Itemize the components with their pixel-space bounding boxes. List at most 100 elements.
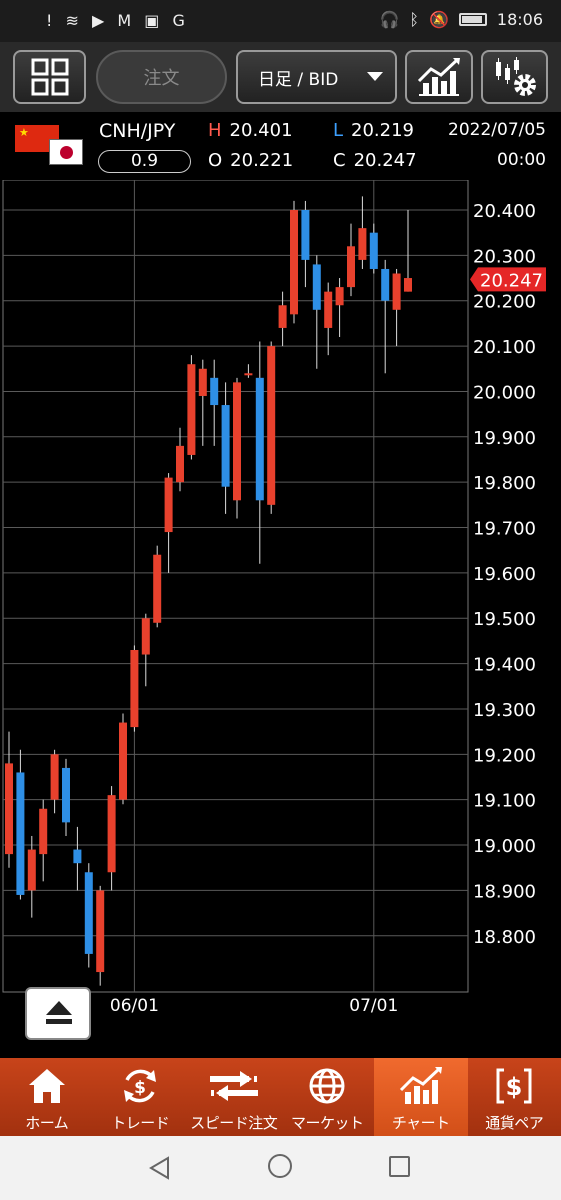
recent-apps-icon[interactable] [389, 1156, 410, 1177]
speed-order-icon [187, 1066, 281, 1106]
y-tick-label: 19.500 [473, 609, 536, 630]
mute-icon: 🔕 [428, 10, 449, 29]
eject-icon-bar [46, 1019, 72, 1024]
nav-item-label: スピード注文 [190, 1114, 278, 1132]
open-value: 20.221 [230, 150, 294, 171]
candlestick-chart[interactable]: 20.400 20.300 20.200 20.100 20.000 19.900 19.8… [0, 180, 561, 1058]
y-tick-label: 20.200 [473, 292, 536, 313]
y-tick-label: 19.600 [473, 564, 536, 585]
trend-chart-icon [417, 58, 460, 96]
candle-up [107, 795, 116, 873]
chevron-down-icon [367, 72, 383, 81]
y-tick-label: 20.300 [473, 246, 536, 267]
y-tick-label: 19.900 [473, 428, 536, 449]
globe-icon [281, 1066, 375, 1106]
candle-down [381, 268, 390, 301]
y-tick-label: 19.700 [473, 519, 536, 540]
high-key: H [208, 120, 222, 141]
y-tick-label: 20.100 [473, 337, 536, 358]
candle-down [369, 232, 378, 269]
nav-item-currency-pair[interactable]: $ 通貨ペア [468, 1058, 561, 1136]
high-value: 20.401 [229, 120, 293, 141]
eject-icon [46, 1001, 72, 1015]
x-tick-label: 07/01 [349, 996, 398, 1016]
nav-item-trade[interactable]: $ トレード [94, 1058, 188, 1136]
y-tick-label: 19.000 [473, 836, 536, 857]
nav-item-home[interactable]: ホーム [0, 1058, 94, 1136]
candle-up [347, 246, 355, 288]
back-icon[interactable] [148, 1156, 172, 1180]
low-price: L 20.219 [333, 120, 414, 141]
order-button[interactable]: 注文 [96, 50, 227, 104]
spread-badge: 0.9 [98, 150, 191, 173]
candle-up [39, 808, 48, 855]
candle-up [27, 849, 36, 891]
low-key: L [333, 120, 344, 141]
candle-down [16, 772, 25, 895]
current-price-tag [470, 267, 546, 292]
candle-down [210, 377, 219, 406]
nav-item-label: ホーム [25, 1114, 69, 1132]
y-tick-label: 19.300 [473, 700, 536, 721]
candle-up [267, 346, 276, 505]
nav-item-chart[interactable]: チャート [374, 1058, 468, 1136]
home-circle-icon[interactable] [268, 1154, 292, 1178]
candle-up [278, 305, 287, 328]
trade-icon: $ [94, 1066, 188, 1106]
chart-settings-button[interactable] [481, 50, 548, 104]
period-select[interactable]: 日足 / BID [236, 50, 397, 104]
price-info-header: CNH/JPY 0.9 H 20.401 O 20.221 L 20.219 C 20.… [0, 112, 561, 180]
indicator-button[interactable] [405, 50, 473, 104]
y-tick-label: 18.900 [473, 881, 536, 902]
chart-toolbar: 注文 日足 / BID [0, 42, 561, 112]
candle-up [5, 763, 13, 855]
candle-down [73, 849, 82, 864]
candle-up [290, 210, 298, 315]
status-time: 18:06 [496, 10, 543, 29]
candle-up [96, 890, 105, 973]
open-key: O [208, 150, 223, 171]
candle-gear-icon [495, 57, 536, 96]
candle-up [176, 445, 184, 483]
close-price: C 20.247 [333, 150, 417, 171]
y-tick-label: 18.800 [473, 927, 536, 948]
home-icon [0, 1066, 94, 1106]
close-value: 20.247 [353, 150, 417, 171]
battery-icon [458, 13, 487, 26]
grid-icon [31, 58, 68, 96]
system-navigation-bar [0, 1136, 561, 1200]
y-tick-label: 19.800 [473, 473, 536, 494]
current-price-label: 20.247 [480, 270, 543, 291]
nav-item-label: チャート [391, 1114, 450, 1132]
nav-item-label: マーケット [290, 1114, 364, 1132]
candle-up [244, 373, 253, 376]
candle-up [130, 649, 139, 728]
candle-up [119, 722, 127, 800]
candle-date: 2022/07/05 [448, 120, 546, 140]
candle-down [62, 767, 70, 823]
candle-up [392, 273, 401, 310]
nav-item-globe[interactable]: マーケット [281, 1058, 375, 1136]
x-tick-label: 06/01 [110, 996, 159, 1016]
candle-up [404, 278, 412, 292]
currency-pair-icon: $ [468, 1066, 561, 1106]
candle-up [164, 477, 173, 533]
close-key: C [333, 150, 346, 171]
period-label: 日足 / BID [258, 69, 339, 90]
chart-canvas[interactable]: 20.400 20.300 20.200 20.100 20.000 19.900 19.8… [0, 180, 561, 1058]
candle-time: 00:00 [497, 150, 546, 170]
candle-up [141, 618, 150, 655]
nav-item-label: 通貨ペア [485, 1114, 544, 1132]
currency-pair-label[interactable]: CNH/JPY [99, 120, 176, 142]
y-tick-label: 19.100 [473, 791, 536, 812]
collapse-panel-button[interactable] [25, 987, 91, 1040]
y-tick-label: 19.200 [473, 745, 536, 766]
candle-up [324, 291, 333, 328]
grid-menu-button[interactable] [13, 50, 86, 104]
candle-up [335, 287, 344, 306]
open-price: O 20.221 [208, 150, 293, 171]
nav-item-speed-order[interactable]: スピード注文 [187, 1058, 281, 1136]
candle-up [153, 554, 162, 623]
bluetooth-icon: ᛒ [409, 10, 419, 29]
y-tick-label: 19.400 [473, 655, 536, 676]
